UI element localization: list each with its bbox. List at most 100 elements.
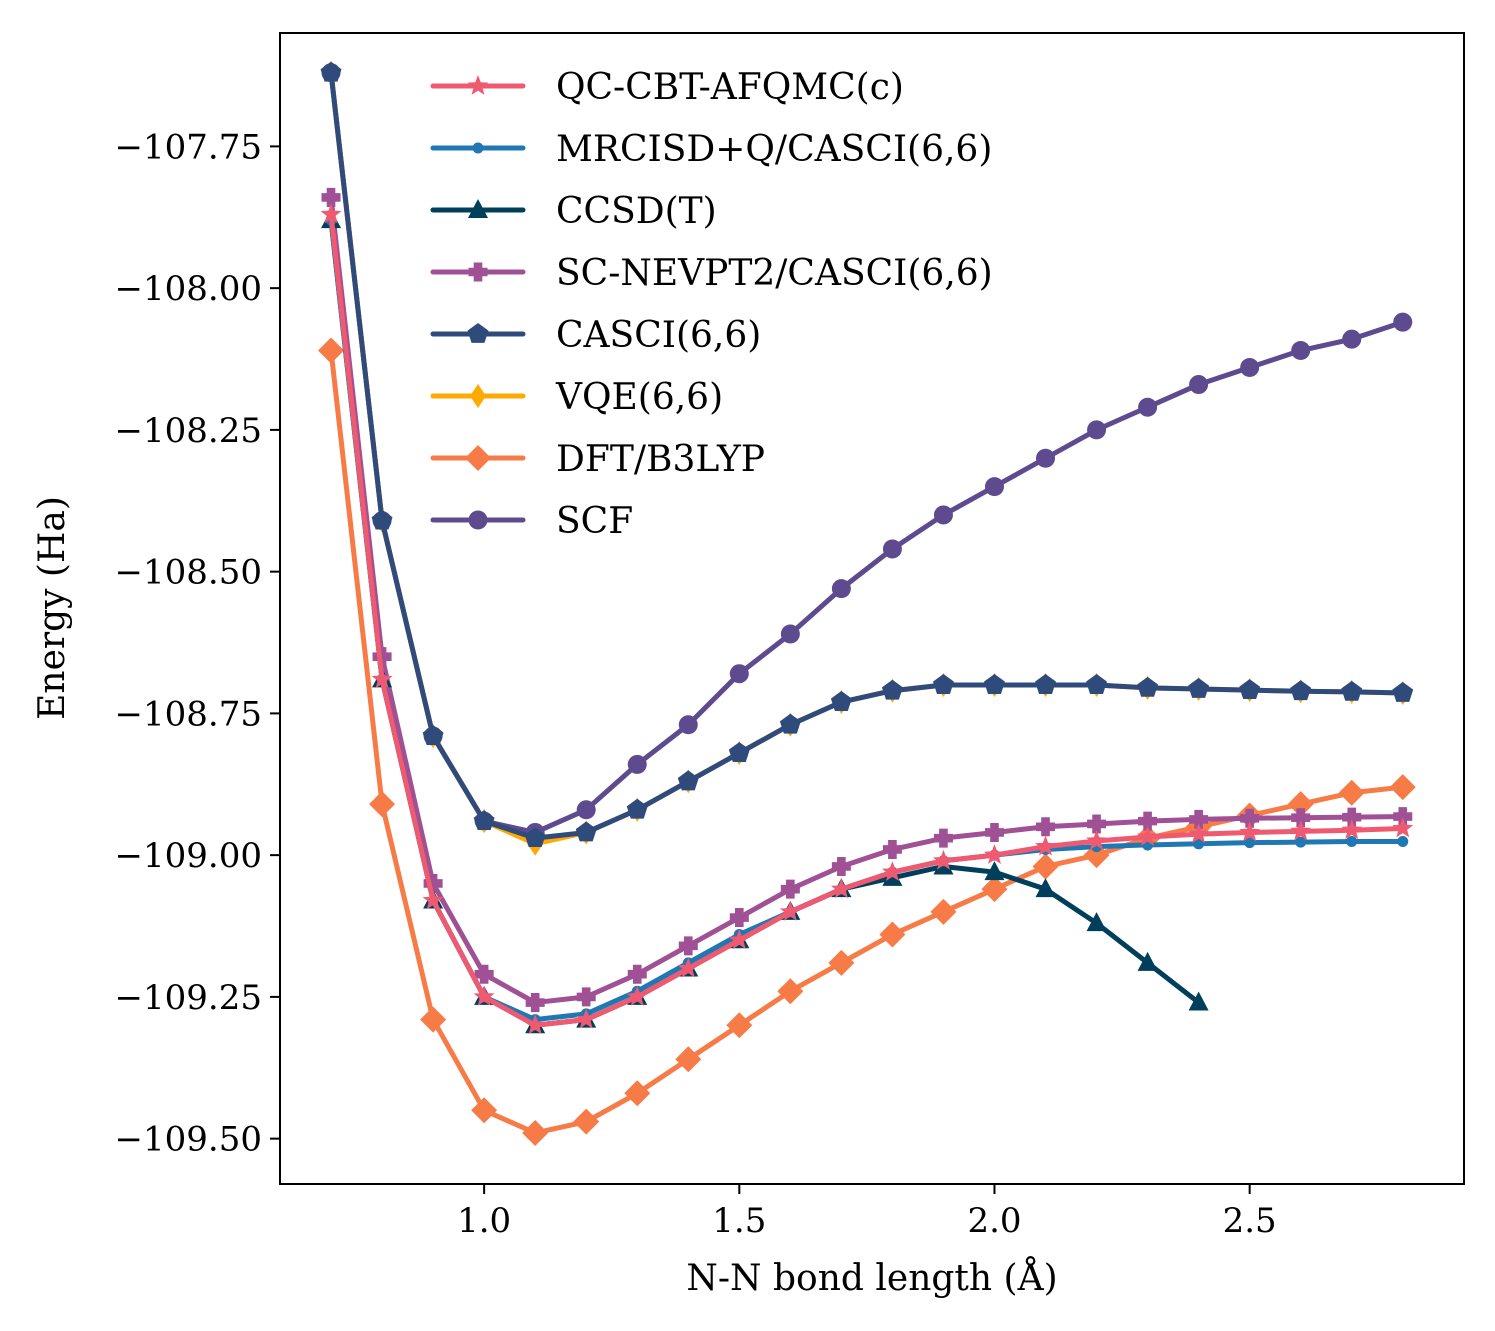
- data-point: [525, 993, 545, 1013]
- data-point: [1342, 329, 1362, 349]
- y-tick-label: −107.75: [115, 127, 262, 167]
- data-point: [1291, 341, 1311, 361]
- data-point: [320, 203, 342, 224]
- data-point: [779, 900, 801, 921]
- legend-entry-casci-6-6: CASCI(6,6): [430, 315, 761, 356]
- data-point: [984, 822, 1004, 842]
- x-tick-label: 1.5: [712, 1201, 766, 1241]
- data-point: [779, 713, 801, 734]
- x-tick-label: 2.0: [967, 1201, 1021, 1241]
- legend-marker: [470, 384, 486, 408]
- x-axis-label: N-N bond length (Å): [686, 1257, 1057, 1299]
- data-point: [1342, 807, 1362, 827]
- legend-label: MRCISD+Q/CASCI(6,6): [556, 129, 992, 170]
- data-point: [728, 929, 750, 950]
- data-point: [1295, 836, 1307, 848]
- data-point: [371, 668, 393, 689]
- data-point: [420, 1006, 447, 1033]
- data-point: [780, 624, 800, 644]
- data-point: [624, 1080, 651, 1107]
- data-point: [1338, 779, 1365, 806]
- data-point: [677, 957, 699, 978]
- data-point: [1244, 837, 1256, 849]
- legend-entry-ccsd-t: CCSD(T): [430, 191, 717, 232]
- data-point: [1036, 817, 1056, 837]
- data-point: [831, 856, 851, 876]
- data-point: [1341, 680, 1363, 701]
- data-point: [932, 674, 954, 694]
- data-point: [1138, 811, 1158, 831]
- legend-marker: [468, 199, 488, 218]
- legend-marker: [468, 510, 488, 530]
- data-point: [1035, 674, 1056, 694]
- data-point: [881, 861, 903, 882]
- data-point: [1087, 814, 1107, 834]
- data-point: [1189, 375, 1209, 395]
- data-point: [422, 725, 444, 745]
- data-point: [576, 987, 596, 1007]
- y-tick-label: −109.00: [115, 836, 262, 876]
- data-point: [1086, 674, 1108, 694]
- legend-marker: [468, 262, 488, 282]
- data-point: [675, 1046, 702, 1073]
- data-point: [575, 821, 597, 842]
- data-point: [879, 921, 906, 948]
- legend-marker: [465, 445, 491, 471]
- data-point: [1036, 448, 1056, 468]
- data-point: [830, 878, 852, 899]
- data-point: [1188, 823, 1210, 844]
- data-point: [933, 505, 953, 525]
- data-point: [318, 337, 345, 364]
- series-line: [328, 194, 1406, 1006]
- data-point: [1240, 808, 1260, 828]
- legend-marker: [467, 323, 489, 343]
- data-point: [371, 509, 393, 530]
- series-line: [328, 217, 1406, 1023]
- data-point: [780, 879, 800, 899]
- axis-layer: 1.0 1.5 2.0 2.5 −107.75 −108.00 −108.25 −108.50…: [115, 127, 1277, 1241]
- data-point: [1138, 397, 1158, 417]
- data-point: [882, 839, 902, 859]
- legend-label: CCSD(T): [556, 191, 717, 232]
- data-point: [830, 691, 852, 711]
- data-point: [677, 770, 699, 791]
- data-point: [320, 61, 342, 82]
- series-casci-6-6: [320, 61, 1414, 848]
- legend-entry-qc-cbt-afqmc-c: QC-CBT-AFQMC(c): [430, 67, 904, 108]
- data-point: [932, 849, 954, 870]
- data-point: [626, 798, 648, 819]
- data-point: [729, 664, 749, 684]
- data-point: [1188, 991, 1209, 1011]
- x-tick-label: 1.0: [457, 1201, 511, 1241]
- data-point: [1086, 912, 1107, 932]
- legend-entry-mrcisd-q-casci-6-6: MRCISD+Q/CASCI(6,6): [430, 129, 992, 170]
- data-point: [729, 907, 749, 928]
- legend-label: SC-NEVPT2/CASCI(6,6): [556, 253, 993, 294]
- data-point: [831, 579, 851, 599]
- data-point: [524, 827, 546, 848]
- legend-entry-scf: SCF: [430, 501, 633, 542]
- data-point: [933, 828, 953, 848]
- data-point: [881, 679, 903, 700]
- data-point: [777, 978, 804, 1005]
- data-point: [728, 742, 750, 762]
- data-point: [473, 985, 495, 1006]
- data-point: [828, 949, 855, 976]
- data-point: [471, 1097, 498, 1124]
- data-point: [575, 1008, 597, 1029]
- data-point: [1035, 835, 1056, 856]
- data-point: [422, 889, 444, 910]
- data-point: [1193, 838, 1205, 850]
- data-point: [1392, 817, 1414, 838]
- y-tick-label: −108.25: [115, 411, 262, 451]
- data-point: [522, 1119, 549, 1146]
- data-point: [1291, 808, 1311, 828]
- plot-area-frame: [279, 32, 1465, 1185]
- data-point: [573, 1108, 600, 1135]
- data-point: [882, 539, 902, 559]
- series-line: [328, 70, 1406, 841]
- data-point: [1137, 951, 1158, 971]
- data-point: [473, 810, 495, 831]
- data-point: [984, 861, 1005, 881]
